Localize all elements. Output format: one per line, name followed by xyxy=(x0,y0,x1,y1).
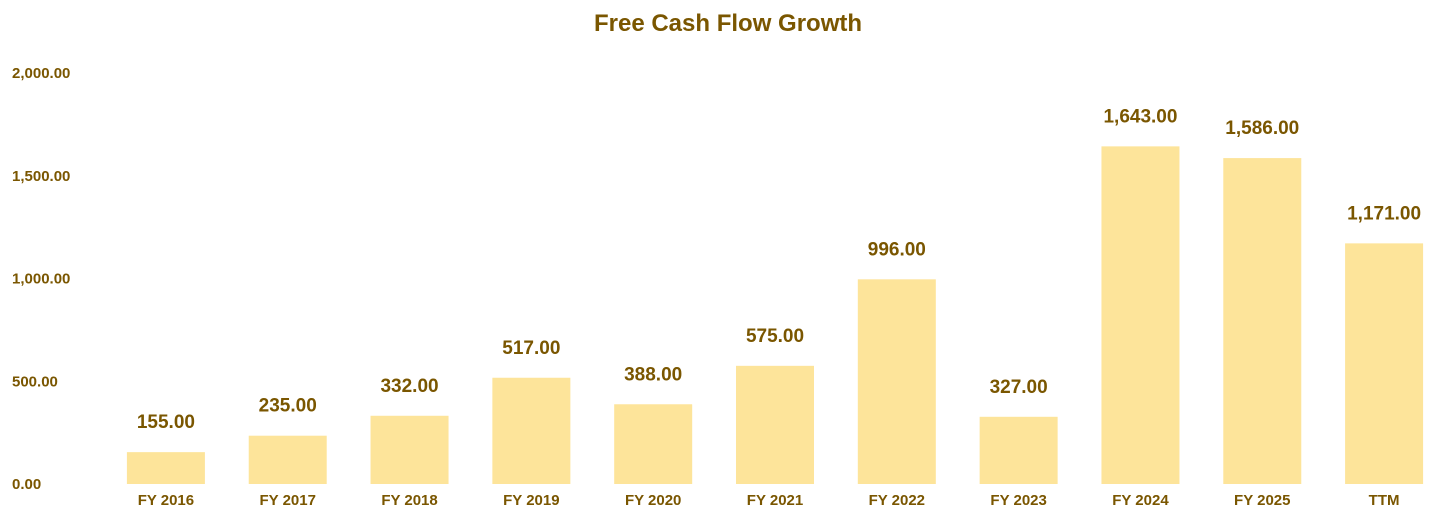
data-label: 1,171.00 xyxy=(1347,203,1421,224)
data-label: 235.00 xyxy=(259,396,317,417)
y-tick-label: 0.00 xyxy=(12,476,41,493)
x-axis: FY 2016 FY 2017 FY 2018 FY 2019 FY 2020 FY 20… xyxy=(138,492,1400,509)
x-tick-label: FY 2016 xyxy=(138,492,194,509)
bar xyxy=(1223,158,1302,484)
data-label: 517.00 xyxy=(502,338,560,359)
x-tick-label: FY 2022 xyxy=(869,492,925,509)
data-label: 575.00 xyxy=(746,326,804,347)
x-tick-label: FY 2024 xyxy=(1112,492,1169,509)
x-tick-label: FY 2021 xyxy=(747,492,803,509)
bar xyxy=(1345,243,1424,484)
x-tick-label: FY 2019 xyxy=(503,492,559,509)
data-label: 327.00 xyxy=(990,377,1048,398)
x-tick-label: FY 2025 xyxy=(1234,492,1290,509)
x-tick-label: TTM xyxy=(1369,492,1400,509)
bar xyxy=(857,279,936,484)
x-tick-label: FY 2017 xyxy=(260,492,316,509)
y-axis: 0.00 500.00 1,000.00 1,500.00 2,000.00 xyxy=(12,65,70,493)
bar xyxy=(614,404,693,484)
bar xyxy=(248,435,327,484)
bar xyxy=(736,365,814,484)
bar xyxy=(979,416,1058,484)
data-label: 155.00 xyxy=(137,412,195,433)
y-tick-label: 2,000.00 xyxy=(12,65,70,82)
x-tick-label: FY 2023 xyxy=(990,492,1046,509)
bar xyxy=(370,415,449,484)
y-tick-label: 1,000.00 xyxy=(12,271,70,288)
x-tick-label: FY 2018 xyxy=(381,492,437,509)
bar xyxy=(492,377,571,484)
chart-title: Free Cash Flow Growth xyxy=(593,10,863,37)
data-label: 1,586.00 xyxy=(1225,118,1299,139)
bar xyxy=(1101,146,1180,484)
data-label: 388.00 xyxy=(624,364,682,385)
data-labels-group: 155.00 235.00 332.00 517.00 388.00 575.00 996.… xyxy=(137,106,1421,433)
data-label: 996.00 xyxy=(868,239,926,260)
x-tick-label: FY 2020 xyxy=(625,492,681,509)
data-label: 332.00 xyxy=(380,376,438,397)
bars-group xyxy=(126,146,1424,484)
data-label: 1,643.00 xyxy=(1103,106,1177,127)
y-tick-label: 1,500.00 xyxy=(12,168,70,185)
bar xyxy=(126,452,205,484)
y-tick-label: 500.00 xyxy=(12,373,58,390)
